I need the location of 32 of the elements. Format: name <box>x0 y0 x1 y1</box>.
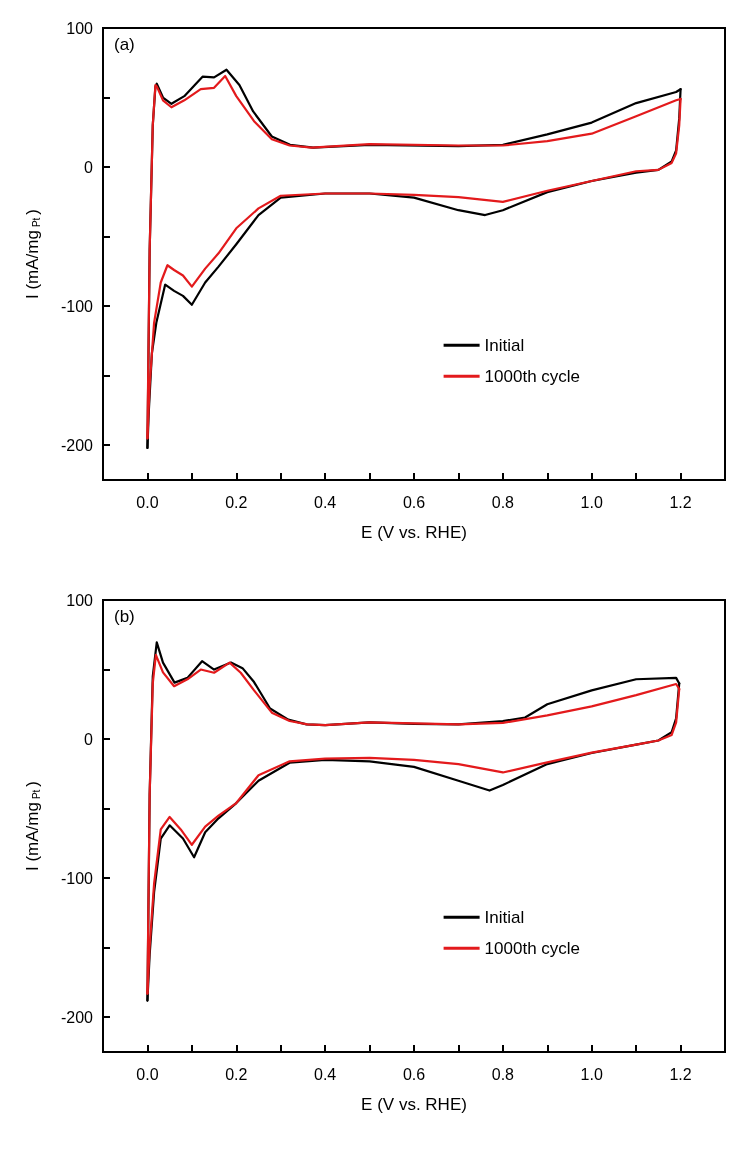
y-tick-label: -100 <box>60 297 94 315</box>
x-tick-label: 0.8 <box>491 1065 515 1083</box>
x-tick-label: 1.0 <box>580 493 603 511</box>
x-axis-title: E (V vs. RHE) <box>361 523 467 542</box>
legend-label: Initial <box>484 907 525 927</box>
x-tick-label: 1.0 <box>580 1065 603 1083</box>
legend-label: 1000th cycle <box>484 366 581 386</box>
x-tick-label: 0.2 <box>225 1065 248 1083</box>
x-axis-title: E (V vs. RHE) <box>361 1095 467 1114</box>
y-tick-label: 100 <box>66 19 94 37</box>
x-tick-label: 1.2 <box>669 493 692 511</box>
y-tick-label: 100 <box>66 591 94 609</box>
x-tick-label: 0.4 <box>314 493 337 511</box>
y-tick-label: 0 <box>84 730 94 748</box>
x-tick-label: 0.0 <box>136 493 159 511</box>
annotation: (b) <box>114 607 135 626</box>
annotation: (a) <box>114 35 135 54</box>
y-tick-label: -200 <box>60 1008 94 1026</box>
x-tick-label: 0.6 <box>402 1065 426 1083</box>
legend-label: Initial <box>484 335 525 355</box>
legend-label: 1000th cycle <box>484 938 581 958</box>
x-tick-label: 0.4 <box>314 1065 337 1083</box>
x-tick-label: 0.2 <box>225 493 248 511</box>
x-tick-label: 1.2 <box>669 1065 692 1083</box>
y-tick-label: 0 <box>84 158 94 176</box>
y-axis-title: I (mA/mgPt) <box>23 780 42 872</box>
x-tick-label: 0.6 <box>402 493 426 511</box>
y-tick-label: -100 <box>60 869 94 887</box>
x-tick-label: 0.8 <box>491 493 515 511</box>
y-axis-title: I (mA/mgPt) <box>23 208 42 300</box>
x-tick-label: 0.0 <box>136 1065 159 1083</box>
y-tick-label: -200 <box>60 436 94 454</box>
